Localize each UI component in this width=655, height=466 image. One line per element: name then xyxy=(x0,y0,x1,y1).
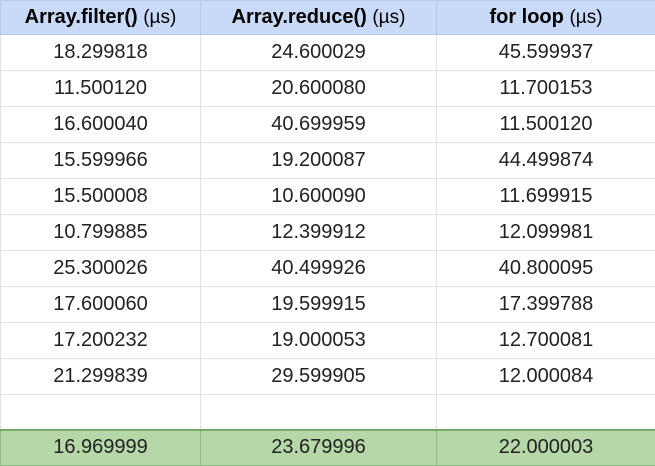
table-row: 21.299839 29.599905 12.000084 xyxy=(1,359,655,395)
table-cell[interactable]: 19.200087 xyxy=(201,143,437,179)
table-cell[interactable]: 11.699915 xyxy=(437,179,655,215)
header-row: Array.filter() (µs) Array.reduce() (µs) … xyxy=(1,1,655,35)
table-cell[interactable]: 12.700081 xyxy=(437,323,655,359)
table-cell[interactable]: 12.099981 xyxy=(437,215,655,251)
table-cell[interactable]: 21.299839 xyxy=(1,359,201,395)
table-row: 11.500120 20.600080 11.700153 xyxy=(1,71,655,107)
table-cell[interactable]: 12.000084 xyxy=(437,359,655,395)
empty-row xyxy=(1,395,655,430)
table-cell[interactable]: 29.599905 xyxy=(201,359,437,395)
table-row: 17.200232 19.000053 12.700081 xyxy=(1,323,655,359)
table-cell[interactable]: 24.600029 xyxy=(201,35,437,71)
column-header-name: Array.reduce() xyxy=(232,6,367,28)
column-header-unit: (µs) xyxy=(143,7,176,28)
table-cell[interactable]: 17.600060 xyxy=(1,287,201,323)
average-cell-reduce[interactable]: 23.679996 xyxy=(201,430,437,466)
table-cell[interactable]: 16.600040 xyxy=(1,107,201,143)
empty-cell[interactable] xyxy=(437,395,655,430)
empty-cell[interactable] xyxy=(1,395,201,430)
table-row: 15.599966 19.200087 44.499874 xyxy=(1,143,655,179)
table-cell[interactable]: 11.500120 xyxy=(1,71,201,107)
table-cell[interactable]: 19.599915 xyxy=(201,287,437,323)
table-cell[interactable]: 45.599937 xyxy=(437,35,655,71)
table-cell[interactable]: 19.000053 xyxy=(201,323,437,359)
table-cell[interactable]: 44.499874 xyxy=(437,143,655,179)
table-cell[interactable]: 11.500120 xyxy=(437,107,655,143)
table-row: 25.300026 40.499926 40.800095 xyxy=(1,251,655,287)
column-header-reduce[interactable]: Array.reduce() (µs) xyxy=(201,1,437,35)
empty-cell[interactable] xyxy=(201,395,437,430)
column-header-name: Array.filter() xyxy=(25,6,138,28)
table-cell[interactable]: 40.699959 xyxy=(201,107,437,143)
column-header-unit: (µs) xyxy=(569,7,602,28)
table-cell[interactable]: 10.799885 xyxy=(1,215,201,251)
table-row: 15.500008 10.600090 11.699915 xyxy=(1,179,655,215)
average-row: 16.969999 23.679996 22.000003 xyxy=(1,430,655,466)
average-cell-for-loop[interactable]: 22.000003 xyxy=(437,430,655,466)
table-row: 10.799885 12.399912 12.099981 xyxy=(1,215,655,251)
table-row: 17.600060 19.599915 17.399788 xyxy=(1,287,655,323)
table-cell[interactable]: 17.399788 xyxy=(437,287,655,323)
column-header-unit: (µs) xyxy=(372,7,405,28)
table-row: 16.600040 40.699959 11.500120 xyxy=(1,107,655,143)
column-header-name: for loop xyxy=(489,6,563,28)
table-cell[interactable]: 20.600080 xyxy=(201,71,437,107)
table-cell[interactable]: 12.399912 xyxy=(201,215,437,251)
table-cell[interactable]: 10.600090 xyxy=(201,179,437,215)
table-cell[interactable]: 25.300026 xyxy=(1,251,201,287)
average-cell-filter[interactable]: 16.969999 xyxy=(1,430,201,466)
column-header-filter[interactable]: Array.filter() (µs) xyxy=(1,1,201,35)
table-cell[interactable]: 15.500008 xyxy=(1,179,201,215)
table-cell[interactable]: 18.299818 xyxy=(1,35,201,71)
table-cell[interactable]: 17.200232 xyxy=(1,323,201,359)
table-cell[interactable]: 11.700153 xyxy=(437,71,655,107)
column-header-for-loop[interactable]: for loop (µs) xyxy=(437,1,655,35)
table-cell[interactable]: 15.599966 xyxy=(1,143,201,179)
table-cell[interactable]: 40.499926 xyxy=(201,251,437,287)
table-cell[interactable]: 40.800095 xyxy=(437,251,655,287)
table-row: 18.299818 24.600029 45.599937 xyxy=(1,35,655,71)
